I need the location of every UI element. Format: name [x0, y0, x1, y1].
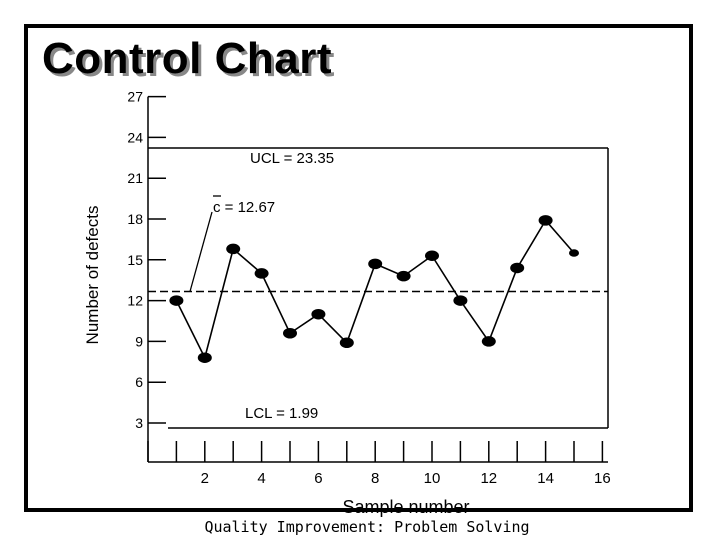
- chart-frame: [24, 24, 693, 512]
- y-tick-label: 12: [127, 293, 143, 309]
- footer-caption: Quality Improvement: Problem Solving: [204, 518, 530, 536]
- series-line: [175, 219, 575, 360]
- center-label-leader: [189, 211, 213, 292]
- y-tick-label: 9: [135, 333, 143, 349]
- data-point: [283, 327, 297, 339]
- x-tick-label: 6: [314, 470, 322, 487]
- lcl-label: LCL = 1.99: [245, 405, 318, 422]
- y-axis-label: Number of defects: [83, 206, 102, 345]
- y-tick-label: 27: [127, 89, 143, 105]
- center-line-label: c = 12.67: [213, 199, 275, 216]
- y-tick-label: 3: [135, 415, 143, 431]
- x-tick-label: 2: [201, 470, 209, 487]
- x-tick-label: 14: [537, 470, 554, 487]
- ucl-label: UCL = 23.35: [250, 150, 334, 167]
- data-point: [453, 295, 468, 306]
- data-point: [510, 262, 525, 274]
- data-point: [396, 270, 411, 282]
- x-tick-label: 4: [257, 470, 265, 487]
- data-point: [169, 295, 184, 306]
- page-title: Control Chart: [42, 34, 333, 83]
- x-tick-label: 8: [371, 470, 379, 487]
- x-tick-label: 10: [424, 470, 441, 487]
- data-point: [197, 352, 212, 363]
- y-tick-label: 18: [127, 211, 143, 227]
- data-point: [538, 215, 553, 226]
- y-tick-label: 21: [127, 170, 143, 186]
- data-point: [425, 250, 439, 261]
- x-tick-label: 16: [594, 470, 611, 487]
- data-point: [339, 337, 354, 349]
- x-tick-label: 12: [480, 470, 497, 487]
- data-point: [481, 336, 496, 347]
- data-point: [368, 258, 383, 270]
- x-axis-label: Sample number: [342, 497, 469, 517]
- data-point: [569, 249, 579, 257]
- data-point: [254, 268, 269, 279]
- data-point: [311, 308, 326, 320]
- y-tick-label: 6: [135, 374, 143, 390]
- data-point: [226, 243, 241, 255]
- y-tick-label: 15: [127, 252, 143, 268]
- y-tick-label: 24: [127, 129, 143, 145]
